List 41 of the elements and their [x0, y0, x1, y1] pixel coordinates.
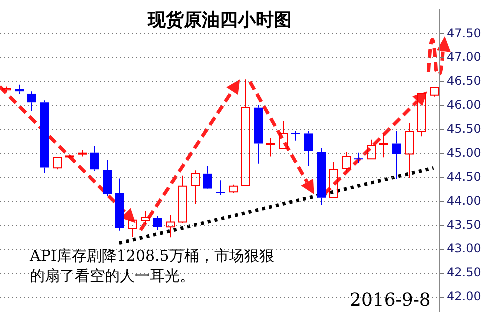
candlestick	[405, 122, 414, 179]
annotation: API库存剧降1208.5万桶，市场狠狠的扇了看空的人一耳光。	[30, 246, 276, 286]
y-tick-label: 42.50	[447, 266, 482, 280]
candlestick	[379, 133, 388, 158]
y-tick-label: 46.50	[447, 74, 482, 88]
candlestick	[329, 162, 338, 198]
candlestick	[241, 79, 250, 186]
candlestick	[141, 210, 150, 225]
candlestick	[153, 216, 162, 231]
y-tick-label: 43.50	[447, 218, 482, 232]
candlestick	[103, 160, 112, 196]
candlestick	[304, 130, 313, 167]
candlestick	[115, 178, 124, 232]
y-tick-label: 45.00	[447, 146, 482, 160]
annotation: 2016-9-8	[350, 290, 431, 311]
candlestick	[291, 130, 300, 142]
chart-title: 现货原油四小时图	[146, 9, 293, 32]
y-tick-label: 43.00	[447, 242, 482, 256]
candlestick	[216, 180, 225, 196]
candlestick	[191, 170, 200, 205]
y-tick-label: 47.50	[447, 26, 482, 40]
candlestick	[166, 214, 175, 238]
y-tick-label: 44.50	[447, 170, 482, 184]
candlestick	[279, 120, 288, 150]
candlestick	[254, 104, 263, 164]
y-tick-label: 46.00	[447, 98, 482, 112]
candlestick	[354, 152, 363, 164]
y-tick-label: 42.00	[447, 290, 482, 304]
candlestick	[317, 148, 326, 206]
candlestick	[15, 84, 24, 95]
y-tick-label: 47.00	[447, 50, 482, 64]
candlestick	[128, 220, 137, 238]
y-tick-label: 45.50	[447, 122, 482, 136]
candlestick	[90, 146, 99, 172]
candlestick	[266, 138, 275, 158]
candlestick	[178, 175, 187, 224]
candlestick	[40, 100, 49, 174]
candlestick	[203, 166, 212, 189]
candlestick	[27, 91, 36, 112]
candlestick	[392, 130, 401, 180]
y-tick-label: 44.00	[447, 194, 482, 208]
